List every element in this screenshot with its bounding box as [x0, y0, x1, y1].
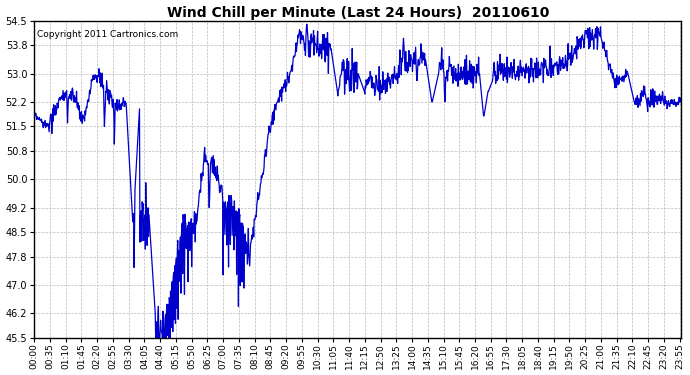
Text: Copyright 2011 Cartronics.com: Copyright 2011 Cartronics.com	[37, 30, 179, 39]
Title: Wind Chill per Minute (Last 24 Hours)  20110610: Wind Chill per Minute (Last 24 Hours) 20…	[167, 6, 549, 20]
